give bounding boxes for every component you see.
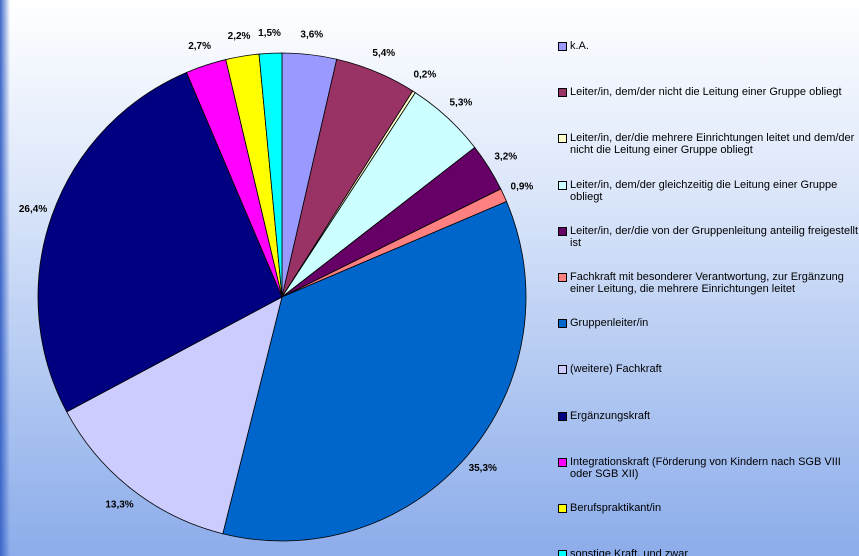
pie-slice [37, 71, 283, 413]
legend-swatch [558, 88, 567, 98]
legend-label: Leiter/in, dem/der gleichzeitig die Leit… [570, 178, 838, 203]
legend-item: Leiter/in, dem/der gleichzeitig die Leit… [558, 179, 858, 203]
legend-item: (weitere) Fachkraft [558, 363, 858, 375]
legend-swatch [558, 504, 567, 513]
legend-item: Gruppenleiter/in [558, 317, 858, 329]
legend-item: Ergänzungskraft [558, 410, 858, 422]
legend-swatch [558, 550, 567, 556]
legend-label: Integrationskraft (Förderung von Kindern… [570, 455, 841, 480]
legend-label: Fachkraft mit besonderer Verantwortung, … [570, 271, 844, 295]
data-label: 3,6% [300, 29, 323, 40]
data-label: 0,2% [413, 70, 436, 81]
data-label: 5,3% [450, 97, 473, 108]
legend-item: Leiter/in, der/die von der Gruppenleitun… [558, 225, 858, 249]
background-strip [0, 0, 10, 556]
legend-swatch [558, 365, 567, 375]
legend-swatch [558, 180, 567, 190]
data-label: 2,7% [188, 41, 211, 52]
legend-item: k.A. [558, 40, 858, 52]
legend-item: sonstige Kraft, und zwar [558, 548, 858, 556]
legend-label: Leiter/in, der/die von der Gruppenleitun… [570, 224, 859, 249]
data-label: 26,4% [19, 204, 47, 215]
legend-swatch [558, 273, 567, 282]
legend-item: Fachkraft mit besonderer Verantwortung, … [558, 271, 858, 295]
legend-label: Leiter/in, dem/der nicht die Leitung ein… [570, 86, 842, 99]
legend-swatch [558, 226, 567, 236]
data-label: 35,3% [469, 463, 497, 474]
legend-swatch [558, 411, 567, 421]
legend-swatch [558, 457, 567, 467]
legend-label: Berufspraktikant/in [570, 502, 662, 514]
legend-label: k.A. [570, 40, 589, 52]
data-label: 0,9% [511, 181, 534, 192]
pie-slice [66, 296, 283, 535]
legend-swatch [558, 319, 567, 329]
legend-item: Leiter/in, dem/der nicht die Leitung ein… [558, 86, 858, 98]
legend-label: Ergänzungskraft [570, 409, 651, 422]
legend-swatch [558, 42, 567, 51]
legend-item: Berufspraktikant/in [558, 502, 858, 514]
data-label: 1,5% [258, 28, 281, 39]
legend-label: (weitere) Fachkraft [570, 363, 662, 376]
legend-label: Gruppenleiter/in [570, 317, 649, 330]
data-label: 2,2% [228, 31, 251, 42]
pie-slice [222, 200, 527, 542]
data-label: 5,4% [372, 48, 395, 59]
data-label: 13,3% [105, 500, 133, 511]
legend-swatch [558, 134, 567, 144]
data-label: 3,2% [494, 152, 517, 163]
legend-label: sonstige Kraft, und zwar [570, 548, 689, 556]
legend-item: Leiter/in, der/die mehrere Einrichtungen… [558, 132, 858, 156]
legend-item: Integrationskraft (Förderung von Kindern… [558, 456, 858, 480]
pie-slice [258, 52, 283, 298]
legend-label: Leiter/in, der/die mehrere Einrichtungen… [570, 132, 855, 157]
